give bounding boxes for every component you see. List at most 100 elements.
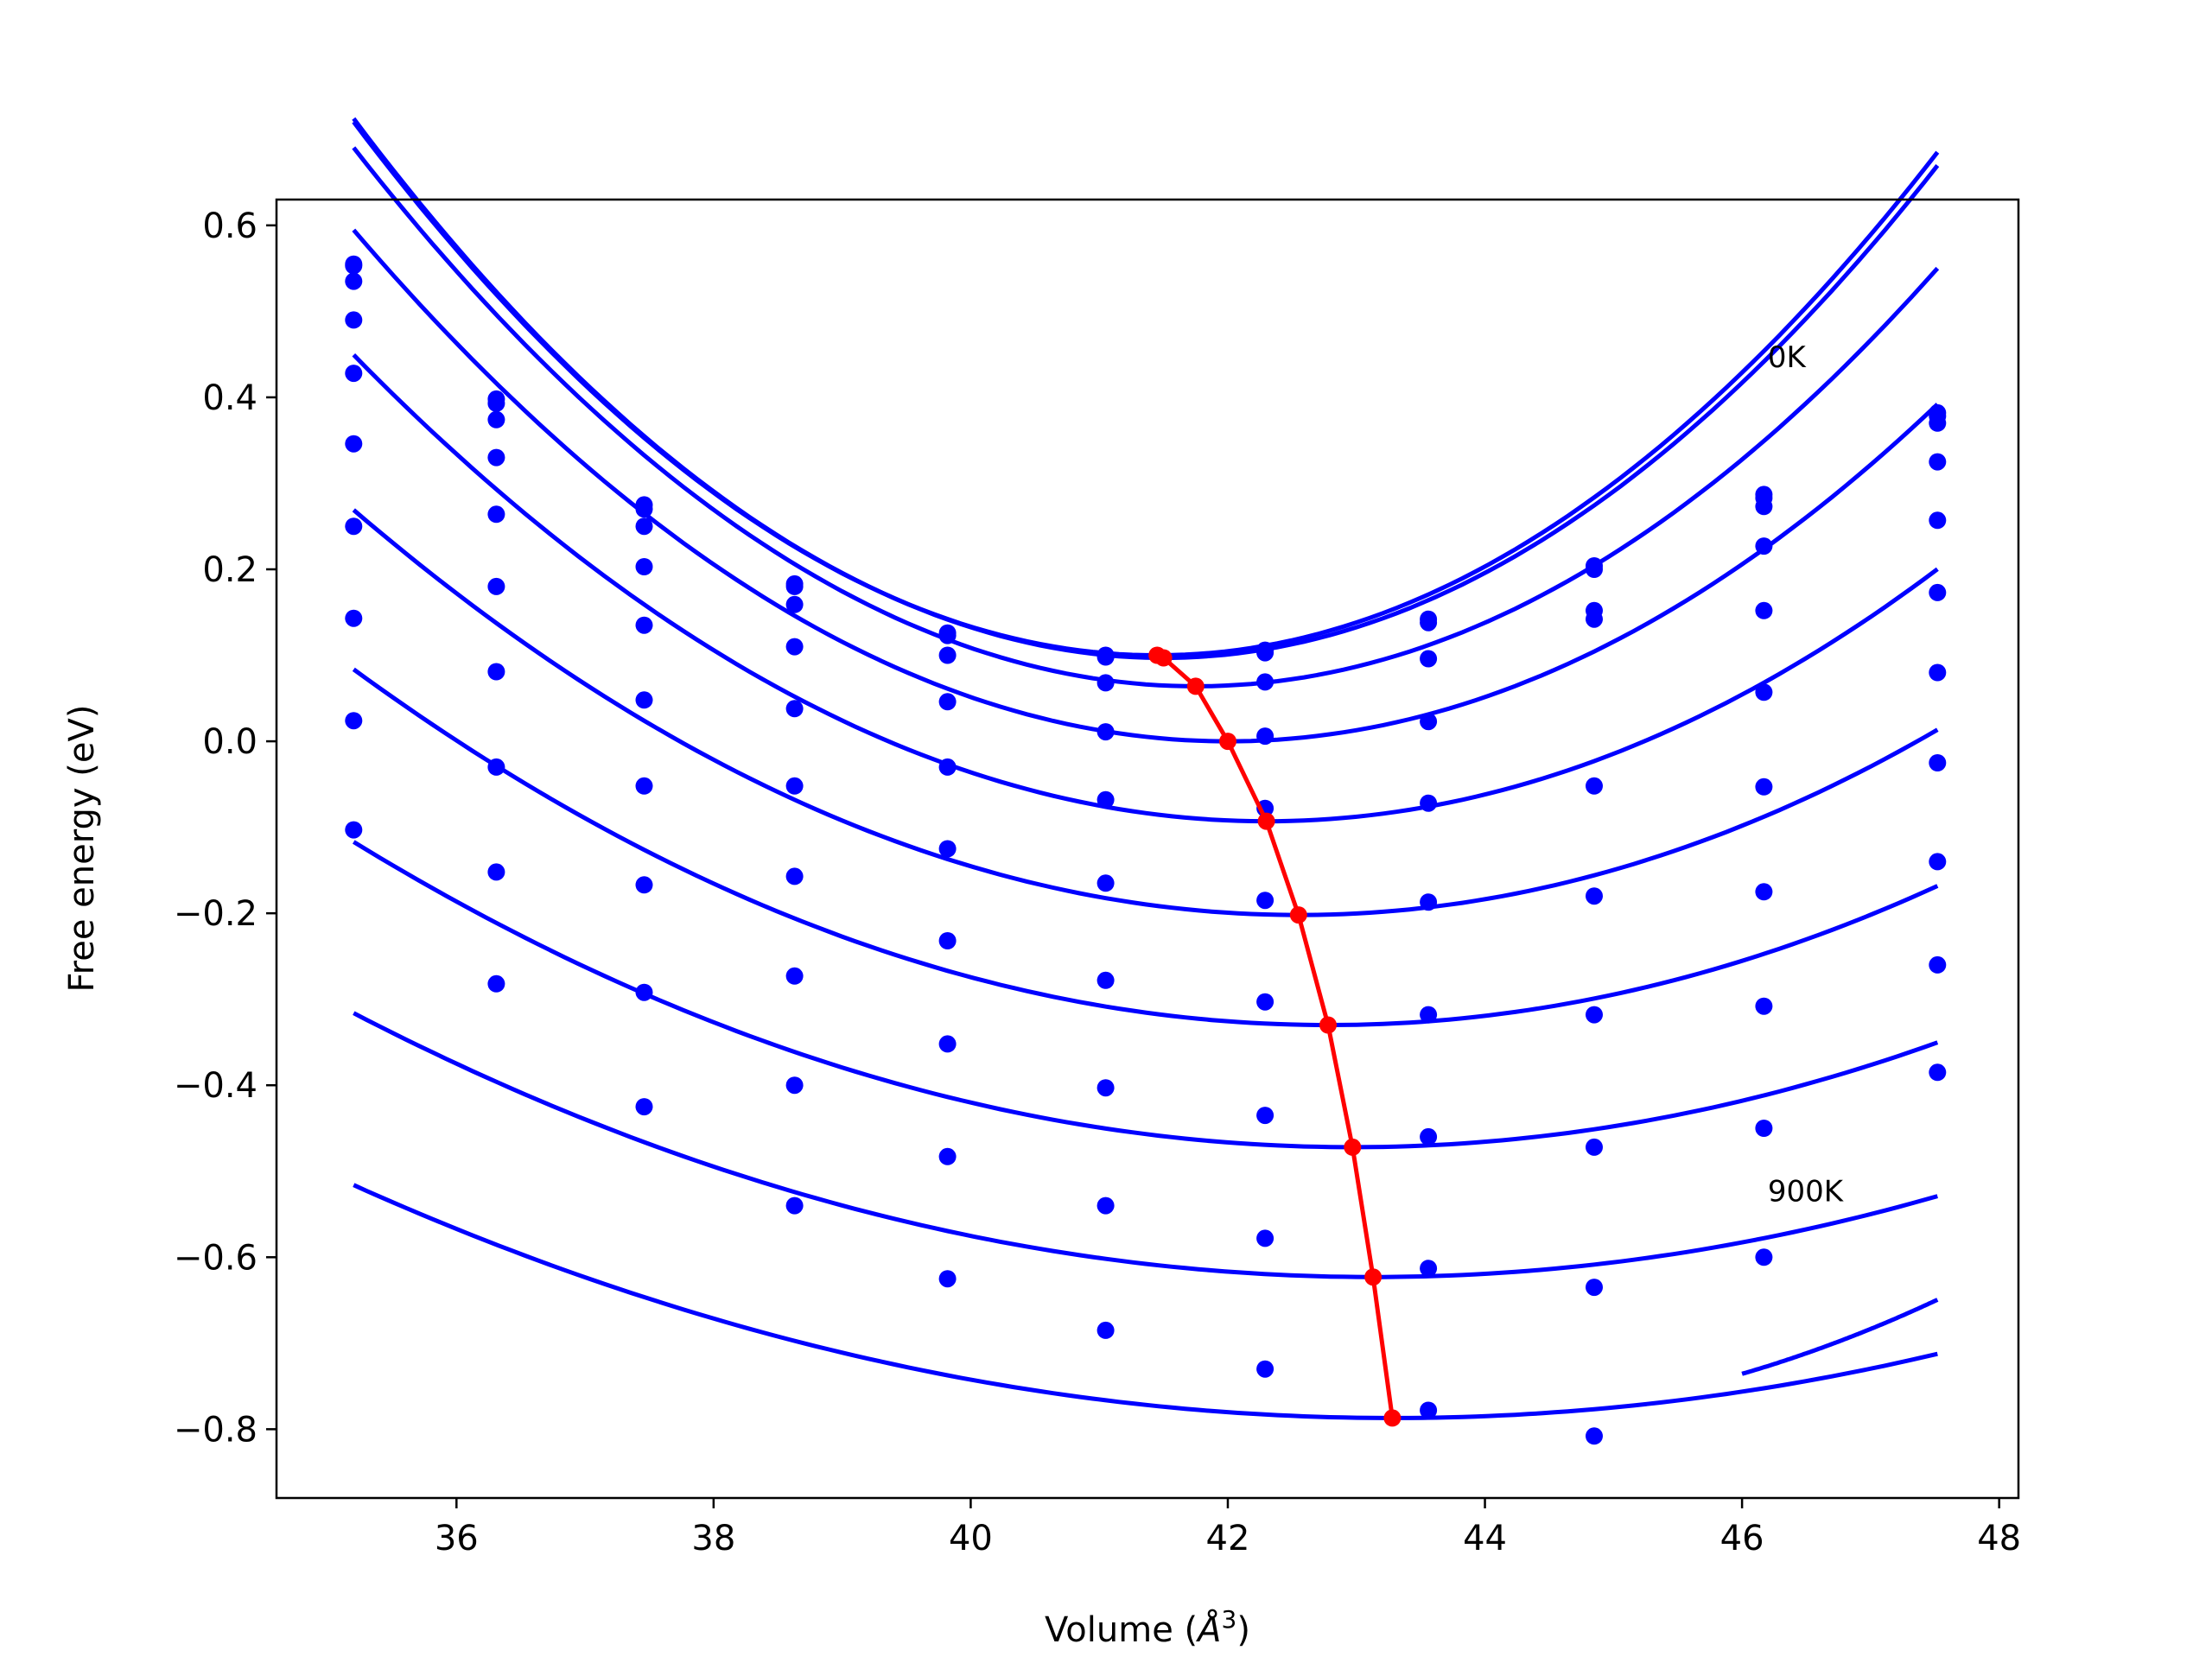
data-point-6-7 (1420, 1006, 1438, 1024)
axis-ticks: 36 38 40 42 44 46 48 0.6 0.4 0.2 0.0 −0.2 −0.4 −0.6 −0… (174, 206, 2021, 1558)
data-point-9-7 (1420, 1401, 1438, 1419)
data-point-4-10 (1929, 511, 1947, 530)
minimum-point-6 (1319, 1016, 1337, 1034)
annotations: 0K 900K (1768, 340, 1845, 1209)
data-point-4-1 (487, 505, 505, 524)
fit-curve-6 (352, 667, 1939, 1027)
data-point-8-6 (1256, 1229, 1274, 1247)
y-tick-label-3: 0.0 (202, 722, 257, 762)
data-point-5-4 (938, 840, 957, 858)
data-point-3-8 (1586, 610, 1603, 628)
fit-curve-10 (1741, 1298, 1939, 1376)
data-point-3-0 (345, 311, 363, 329)
data-point-1-2 (635, 500, 653, 518)
data-point-4-0 (345, 365, 363, 383)
data-point-7-9 (1755, 883, 1773, 901)
data-point-9-8 (1586, 1427, 1603, 1445)
data-point-2-10 (1929, 414, 1947, 432)
fit-curve-2 (352, 146, 1940, 689)
data-point-1-5 (1096, 648, 1115, 666)
data-point-1-4 (938, 626, 957, 644)
data-point-3-5 (1096, 723, 1115, 741)
fit-curve-1 (352, 117, 1940, 660)
data-point-9-2 (635, 1098, 653, 1116)
data-point-6-5 (1096, 971, 1115, 989)
data-point-5-3 (785, 777, 804, 795)
data-point-2-4 (938, 646, 957, 664)
minimum-point-1 (1154, 649, 1173, 667)
y-axis-label: Free energy (eV) (62, 705, 102, 993)
data-point-8-0 (345, 712, 363, 730)
data-point-6-2 (635, 777, 653, 795)
data-point-1-7 (1420, 613, 1438, 632)
data-point-6-1 (487, 663, 505, 681)
data-point-1-3 (785, 577, 804, 595)
minimum-line (1156, 653, 1395, 1419)
data-point-2-6 (1256, 673, 1274, 691)
data-point-1-1 (487, 394, 505, 412)
data-point-7-2 (635, 876, 653, 894)
data-point-5-9 (1755, 683, 1773, 701)
data-point-3-6 (1256, 727, 1274, 746)
minimum-point-3 (1219, 733, 1236, 751)
y-tick-label-5: −0.4 (174, 1066, 257, 1106)
data-point-4-3 (785, 700, 804, 718)
data-point-6-9 (1755, 778, 1773, 796)
data-point-2-9 (1755, 498, 1773, 516)
minimum-point-4 (1257, 812, 1275, 830)
data-point-3-3 (785, 638, 804, 656)
data-point-2-1 (487, 410, 505, 428)
data-point-3-1 (487, 448, 505, 467)
data-point-6-4 (938, 932, 957, 949)
data-point-7-10 (1929, 754, 1947, 771)
plot-frame (275, 198, 2020, 1500)
data-point-4-4 (938, 758, 957, 776)
y-tick-label-7: −0.8 (174, 1410, 257, 1450)
annotation-1: 900K (1768, 1175, 1845, 1209)
data-point-8-2 (635, 983, 653, 1001)
x-tick-label-3: 42 (1206, 1519, 1250, 1558)
data-point-4-9 (1755, 601, 1773, 619)
fit-curve-4 (352, 353, 1939, 824)
data-point-8-4 (938, 1147, 957, 1165)
data-point-2-5 (1096, 674, 1115, 692)
data-point-3-10 (1929, 453, 1947, 471)
data-point-2-2 (635, 517, 653, 536)
data-point-7-3 (785, 967, 804, 985)
data-point-7-4 (938, 1035, 957, 1053)
data-point-9-3 (785, 1196, 804, 1215)
x-tick-label-4: 44 (1463, 1519, 1507, 1558)
data-point-5-5 (1096, 874, 1115, 892)
data-point-6-6 (1256, 993, 1274, 1011)
fit-curve-8 (353, 1011, 1938, 1279)
data-point-5-2 (635, 691, 653, 709)
data-point-6-10 (1929, 663, 1947, 682)
data-point-6-3 (785, 867, 804, 885)
y-tick-label-2: 0.2 (202, 550, 257, 590)
data-point-7-7 (1420, 1127, 1438, 1146)
data-point-10-9 (1755, 1248, 1773, 1266)
data-point-1-0 (345, 257, 363, 275)
data-point-8-9 (1755, 997, 1773, 1015)
x-tick-label-1: 38 (691, 1519, 735, 1558)
data-point-4-8 (1586, 777, 1603, 795)
data-point-5-6 (1256, 892, 1274, 910)
data-point-3-2 (635, 558, 653, 575)
data-point-2-0 (345, 272, 363, 290)
y-tick-label-0: 0.6 (202, 206, 257, 246)
data-point-9-6 (1256, 1360, 1274, 1378)
data-point-6-0 (345, 517, 363, 536)
data-point-9-1 (487, 974, 505, 993)
data-point-5-10 (1929, 583, 1947, 601)
minimum-curve (1148, 646, 1402, 1427)
data-point-8-10 (1929, 853, 1947, 871)
y-tick-label-4: −0.2 (174, 894, 257, 934)
minimum-point-8 (1364, 1268, 1382, 1286)
x-axis-label: Volume (Å3) (1045, 1605, 1250, 1650)
data-point-9-0 (345, 821, 363, 839)
data-point-2-7 (1420, 650, 1438, 668)
minimum-point-9 (1383, 1409, 1402, 1427)
data-point-5-0 (345, 435, 363, 453)
